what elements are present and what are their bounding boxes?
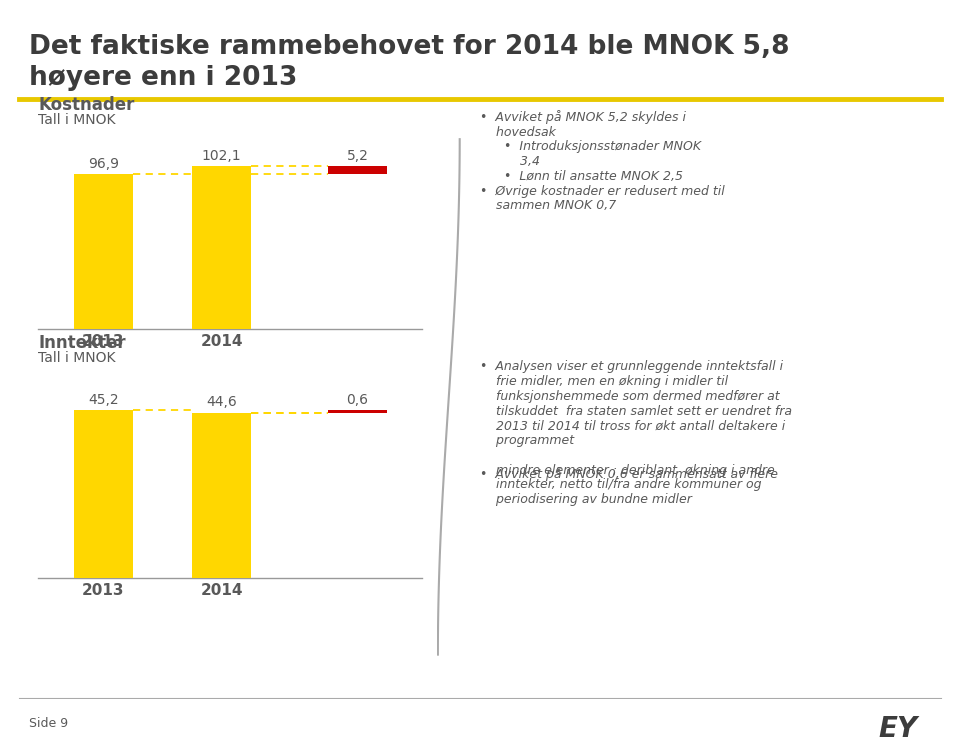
Text: •  Analysen viser et grunnleggende inntektsfall i: • Analysen viser et grunnleggende inntek… [480,361,783,373]
Text: •  Øvrige kostnader er redusert med til: • Øvrige kostnader er redusert med til [480,184,725,197]
Text: Tall i MNOK: Tall i MNOK [38,113,116,127]
Text: Det faktiske rammebehovet for 2014 ble MNOK 5,8
høyere enn i 2013: Det faktiske rammebehovet for 2014 ble M… [29,34,789,91]
Text: Inntekter: Inntekter [38,333,126,352]
Bar [328,166,387,175]
Text: inntekter, netto til/fra andre kommuner og: inntekter, netto til/fra andre kommuner … [480,479,761,491]
Text: frie midler, men en økning i midler til: frie midler, men en økning i midler til [480,375,728,388]
Text: tilskuddet  fra staten samlet sett er uendret fra: tilskuddet fra staten samlet sett er uen… [480,404,792,417]
Text: mindre elementer ; deriblant  økning i andre: mindre elementer ; deriblant økning i an… [480,463,775,476]
Text: 2013 til 2014 til tross for økt antall deltakere i: 2013 til 2014 til tross for økt antall d… [480,420,785,432]
Text: periodisering av bundne midler: periodisering av bundne midler [480,493,692,506]
Text: hovedsak: hovedsak [480,125,556,138]
Text: sammen MNOK 0,7: sammen MNOK 0,7 [480,200,616,212]
Text: 5,2: 5,2 [347,149,369,163]
Text: 44,6: 44,6 [206,395,237,409]
Text: 96,9: 96,9 [88,157,119,171]
Text: 102,1: 102,1 [202,149,241,163]
Text: •  Introduksjonsstønader MNOK: • Introduksjonsstønader MNOK [480,141,701,153]
Bar [328,411,387,413]
Text: •  Avviket på MNOK 5,2 skyldes i: • Avviket på MNOK 5,2 skyldes i [480,110,686,124]
Bar [74,175,132,329]
Text: Tall i MNOK: Tall i MNOK [38,351,116,365]
Text: EY: EY [878,715,917,743]
Bar [192,166,252,329]
Text: •  Lønn til ansatte MNOK 2,5: • Lønn til ansatte MNOK 2,5 [480,170,683,183]
Bar [74,411,132,578]
Text: 45,2: 45,2 [88,393,119,407]
Text: 3,4: 3,4 [480,155,540,168]
Text: programmet: programmet [480,434,574,447]
Text: funksjonshemmede som dermed medfører at: funksjonshemmede som dermed medfører at [480,390,780,403]
Text: •  Avviket på MNOK 0,6 er sammensatt av flere: • Avviket på MNOK 0,6 er sammensatt av f… [480,466,778,481]
Bar [192,413,252,578]
Text: 0,6: 0,6 [347,393,369,407]
Text: Side 9: Side 9 [29,717,68,730]
Text: Kostnader: Kostnader [38,95,134,113]
